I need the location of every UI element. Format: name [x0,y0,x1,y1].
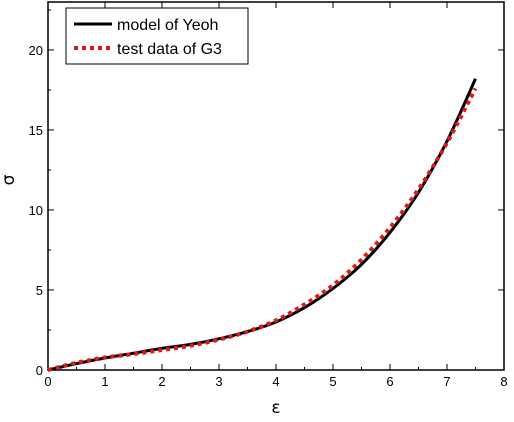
x-tick-label: 5 [329,374,336,389]
y-axis-title: σ [0,174,19,185]
legend-label-test: test data of G3 [117,41,222,58]
x-tick-label: 6 [386,374,393,389]
legend-label-model: model of Yeoh [117,17,218,34]
legend-box [65,7,249,65]
x-tick-label: 1 [101,374,108,389]
y-tick-label: 0 [36,363,43,378]
series-layer [47,78,478,372]
y-tick-label: 15 [29,123,43,138]
tick-labels: 0 1 2 3 4 5 6 7 8 0 5 10 15 20 [29,43,508,389]
x-tick-label: 2 [158,374,165,389]
series-line-test [47,87,478,372]
x-tick-label: 4 [272,374,279,389]
x-tick-label: 0 [44,374,51,389]
x-tick-label: 3 [215,374,222,389]
x-tick-label: 7 [443,374,450,389]
y-tick-label: 5 [36,283,43,298]
x-axis-title: ε [271,398,280,418]
y-tick-label: 20 [29,43,43,58]
y-tick-label: 10 [29,203,43,218]
ticks [47,2,505,371]
legend: model of Yeoh test data of G3 [65,7,249,65]
x-tick-label: 8 [500,374,507,389]
